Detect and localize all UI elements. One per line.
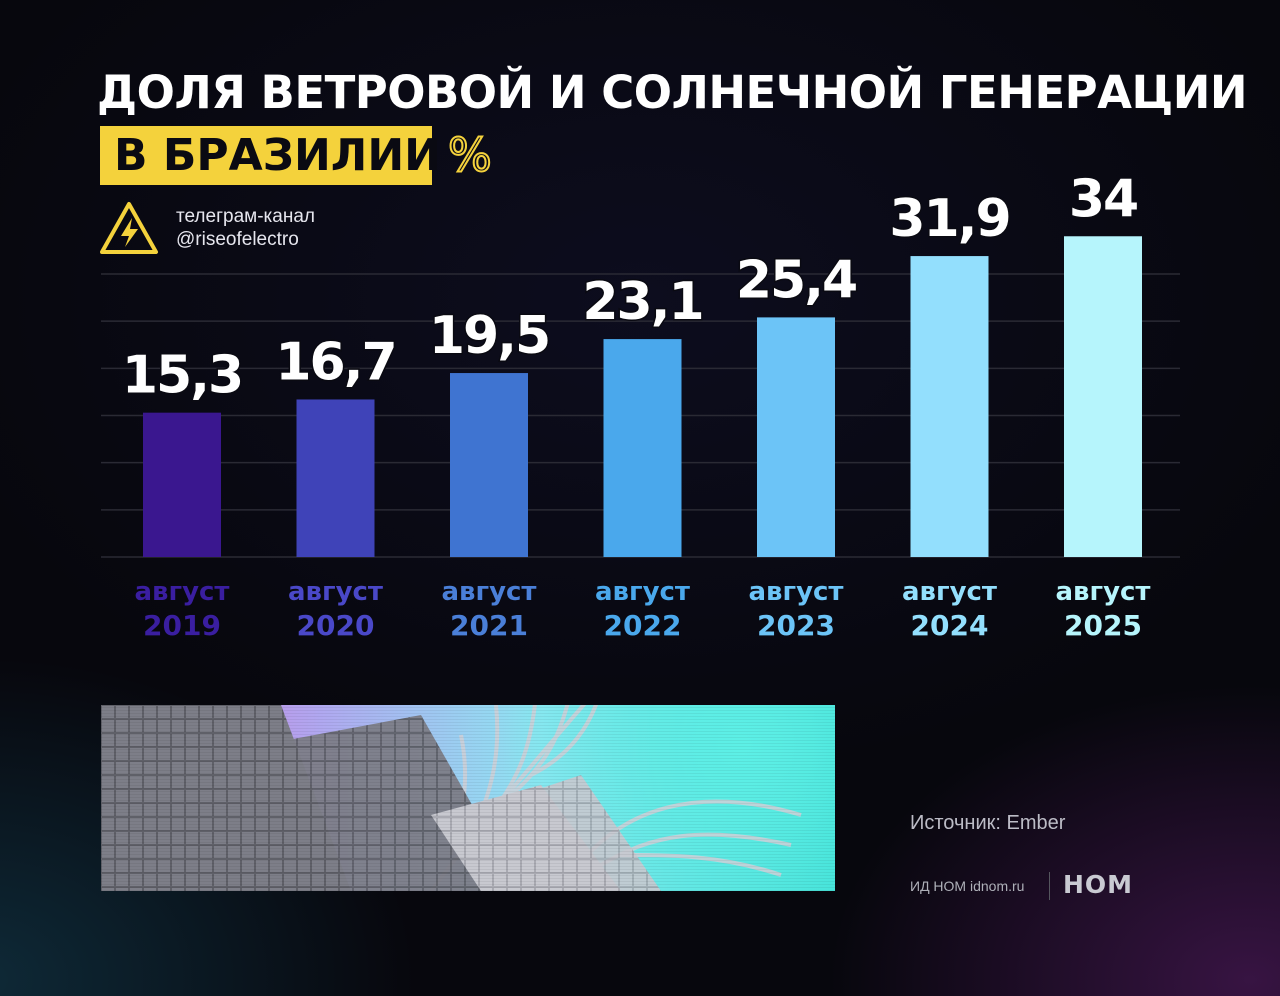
category-label: август 2022	[595, 577, 690, 642]
data-label: 16,7	[275, 332, 395, 392]
bar	[603, 339, 682, 557]
solar-panel-shape	[101, 705, 351, 891]
category-label: август 2024	[902, 577, 997, 642]
data-label: 31,9	[889, 189, 1009, 249]
category-label: август 2025	[1055, 577, 1150, 642]
chart-title-highlight: В БРАЗИЛИИ	[100, 126, 441, 185]
category-label: август 2023	[748, 577, 843, 642]
chart-category-labels: август 2019 август 2020 август 2021 август 2022…	[134, 577, 1150, 642]
chart-bars	[143, 236, 1142, 557]
footer-divider	[1049, 872, 1050, 900]
unit-label: %	[447, 128, 493, 182]
category-label: август 2021	[441, 577, 536, 642]
bar	[910, 256, 989, 557]
data-label: 19,5	[429, 306, 549, 366]
bar	[450, 373, 528, 557]
bar	[757, 317, 835, 557]
chart-data-labels: 15,3 16,7 19,5 23,1 25,4 31,9 34	[120, 168, 1140, 407]
high-voltage-warning-icon	[100, 202, 158, 254]
bar-chart: 15,3 16,7 19,523,1 25,431,9 34 август 2019авг…	[101, 168, 1180, 642]
publisher-link[interactable]: ИД НОМ idnom.ru	[910, 878, 1025, 894]
bar	[296, 399, 375, 557]
bar	[143, 412, 221, 557]
solar-panels-palm-leaf-photo	[101, 705, 835, 891]
chart-title: ДОЛЯ ВЕТРОВОЙ И СОЛНЕЧНОЙ ГЕНЕРАЦИИ	[97, 66, 1248, 119]
data-label: 25,4	[736, 250, 856, 310]
telegram-channel[interactable]: телеграм-канал @riseofelectro	[176, 205, 315, 251]
data-label: 23,1	[582, 272, 702, 332]
channel-handle[interactable]: @riseofelectro	[176, 229, 299, 250]
channel-label: телеграм-канал	[176, 206, 315, 227]
palm-leaf-shape	[429, 705, 802, 891]
bar	[1064, 236, 1142, 557]
data-label: 15,3	[122, 346, 242, 406]
publisher-logo: НОМ	[1063, 870, 1134, 899]
category-label: август 2019	[134, 577, 229, 642]
source-note: Источник: Ember	[910, 812, 1066, 834]
data-label: 34	[1069, 169, 1137, 229]
category-label: август 2020	[288, 577, 383, 642]
